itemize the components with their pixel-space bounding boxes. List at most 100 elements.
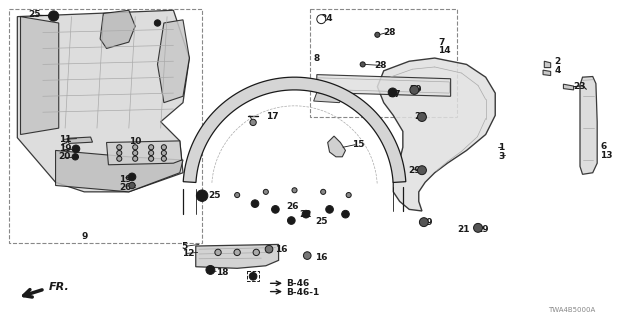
Circle shape xyxy=(116,150,122,156)
Circle shape xyxy=(302,210,310,218)
Text: 25: 25 xyxy=(209,191,221,200)
Circle shape xyxy=(132,150,138,156)
Text: 7: 7 xyxy=(438,38,444,47)
Text: 21: 21 xyxy=(457,225,470,234)
Circle shape xyxy=(250,119,256,125)
Polygon shape xyxy=(563,84,573,90)
Circle shape xyxy=(249,272,257,280)
Text: 16: 16 xyxy=(275,245,288,254)
Circle shape xyxy=(287,217,295,224)
Text: 5: 5 xyxy=(182,242,188,251)
Text: 29: 29 xyxy=(408,166,420,175)
Polygon shape xyxy=(544,61,550,68)
Text: 1: 1 xyxy=(499,143,505,152)
Bar xyxy=(9,9,202,243)
Text: 22: 22 xyxy=(300,210,312,219)
Polygon shape xyxy=(580,76,597,174)
Polygon shape xyxy=(543,70,550,76)
Text: 23: 23 xyxy=(573,82,586,91)
Circle shape xyxy=(116,156,122,161)
Circle shape xyxy=(419,218,428,227)
Polygon shape xyxy=(378,58,495,211)
Circle shape xyxy=(317,15,326,24)
Polygon shape xyxy=(157,20,189,103)
Text: B-46-1: B-46-1 xyxy=(286,288,319,297)
Text: 20: 20 xyxy=(119,183,132,192)
Polygon shape xyxy=(314,92,346,103)
Polygon shape xyxy=(317,75,451,96)
Circle shape xyxy=(417,166,426,175)
Circle shape xyxy=(271,205,279,213)
Text: B-46: B-46 xyxy=(286,279,310,288)
Circle shape xyxy=(342,210,349,218)
Text: 29: 29 xyxy=(414,113,427,122)
Text: 24: 24 xyxy=(320,14,333,23)
Circle shape xyxy=(303,252,311,260)
Text: 28: 28 xyxy=(374,61,387,70)
Text: 20: 20 xyxy=(59,152,71,161)
Circle shape xyxy=(326,205,333,213)
Circle shape xyxy=(129,182,135,189)
Circle shape xyxy=(417,113,426,122)
Text: 25: 25 xyxy=(28,10,41,19)
Text: 18: 18 xyxy=(216,268,228,277)
Circle shape xyxy=(375,32,380,37)
Circle shape xyxy=(72,145,80,153)
Polygon shape xyxy=(196,244,278,268)
Text: 9: 9 xyxy=(81,232,88,241)
Text: 3: 3 xyxy=(499,152,505,161)
Circle shape xyxy=(116,145,122,150)
Circle shape xyxy=(148,156,154,161)
Text: 26: 26 xyxy=(286,202,299,211)
Circle shape xyxy=(235,193,240,197)
Polygon shape xyxy=(67,137,93,143)
Circle shape xyxy=(49,11,59,21)
Text: 29: 29 xyxy=(420,218,433,227)
Polygon shape xyxy=(106,141,182,165)
Circle shape xyxy=(206,266,215,274)
Text: 8: 8 xyxy=(314,53,320,62)
Bar xyxy=(246,271,259,281)
Text: 16: 16 xyxy=(315,253,328,262)
Text: 29: 29 xyxy=(409,85,422,94)
Circle shape xyxy=(263,189,268,195)
Text: TWA4B5000A: TWA4B5000A xyxy=(548,308,595,313)
Text: 15: 15 xyxy=(352,140,364,149)
Text: 28: 28 xyxy=(384,28,396,37)
Circle shape xyxy=(321,189,326,195)
Polygon shape xyxy=(183,77,406,182)
Text: 10: 10 xyxy=(129,137,141,146)
Polygon shape xyxy=(20,17,59,134)
Circle shape xyxy=(148,145,154,150)
Text: 14: 14 xyxy=(438,46,451,55)
Bar xyxy=(310,9,457,117)
Polygon shape xyxy=(100,10,135,49)
Circle shape xyxy=(132,156,138,161)
Circle shape xyxy=(215,249,221,256)
Text: 13: 13 xyxy=(600,151,613,160)
Circle shape xyxy=(154,20,161,26)
Circle shape xyxy=(253,249,259,256)
Text: 27: 27 xyxy=(388,90,401,99)
Circle shape xyxy=(161,145,166,150)
Circle shape xyxy=(148,150,154,156)
Polygon shape xyxy=(17,10,189,192)
Circle shape xyxy=(265,245,273,253)
Text: 17: 17 xyxy=(266,113,278,122)
Text: 19: 19 xyxy=(59,144,72,153)
Text: 12: 12 xyxy=(182,249,194,258)
Circle shape xyxy=(474,223,483,232)
Text: FR.: FR. xyxy=(49,282,70,292)
Circle shape xyxy=(388,88,397,97)
Text: 11: 11 xyxy=(59,135,71,144)
Circle shape xyxy=(292,188,297,193)
Text: 6: 6 xyxy=(600,142,607,151)
Circle shape xyxy=(410,85,419,94)
Circle shape xyxy=(132,145,138,150)
Circle shape xyxy=(251,200,259,207)
Polygon shape xyxy=(328,136,346,157)
Text: 25: 25 xyxy=(315,217,328,226)
Circle shape xyxy=(360,62,365,67)
Circle shape xyxy=(234,249,241,256)
Circle shape xyxy=(72,154,79,160)
